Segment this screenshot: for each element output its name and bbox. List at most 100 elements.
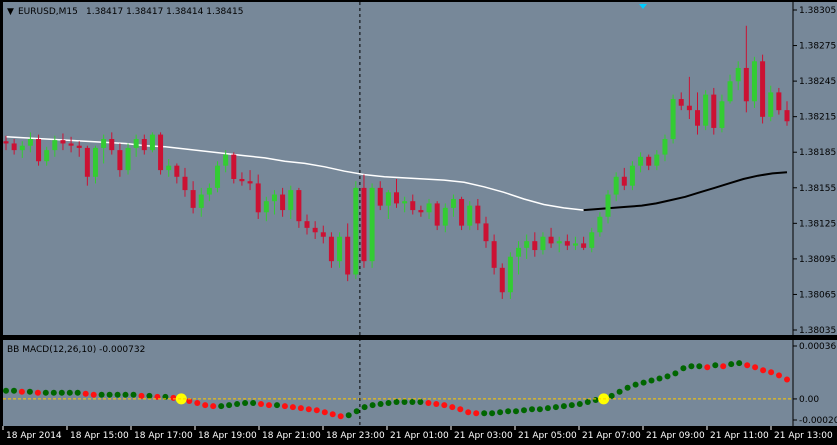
candle[interactable]: [198, 187, 204, 217]
candle[interactable]: [109, 132, 115, 155]
candle[interactable]: [540, 232, 546, 255]
indicator-panel[interactable]: [3, 340, 793, 426]
candle[interactable]: [141, 134, 147, 155]
candle[interactable]: [68, 136, 74, 153]
candle[interactable]: [296, 187, 302, 228]
candle[interactable]: [239, 172, 245, 186]
candle[interactable]: [776, 87, 782, 115]
candle[interactable]: [44, 146, 50, 166]
candle[interactable]: [133, 134, 139, 157]
candle[interactable]: [548, 227, 554, 248]
candle[interactable]: [597, 212, 603, 237]
candle[interactable]: [646, 154, 652, 171]
candle[interactable]: [76, 141, 82, 157]
candle[interactable]: [760, 54, 766, 124]
price-panel[interactable]: [3, 2, 793, 335]
candle[interactable]: [52, 135, 58, 157]
candle[interactable]: [450, 194, 456, 217]
candle[interactable]: [507, 252, 513, 299]
candle[interactable]: [532, 232, 538, 257]
candle[interactable]: [784, 101, 790, 126]
candle[interactable]: [719, 94, 725, 133]
candle[interactable]: [288, 185, 294, 219]
candle[interactable]: [174, 163, 180, 184]
candle[interactable]: [613, 172, 619, 202]
candle[interactable]: [101, 134, 107, 164]
candle[interactable]: [206, 183, 212, 202]
candle[interactable]: [182, 167, 188, 197]
candle[interactable]: [166, 159, 172, 177]
candle[interactable]: [247, 170, 253, 191]
candle[interactable]: [190, 181, 196, 214]
candle[interactable]: [735, 61, 741, 91]
candle[interactable]: [686, 76, 692, 120]
candle[interactable]: [231, 152, 237, 184]
candle[interactable]: [345, 223, 351, 282]
candle[interactable]: [377, 181, 383, 211]
candle[interactable]: [711, 87, 717, 135]
candle[interactable]: [581, 236, 587, 251]
candle[interactable]: [483, 216, 489, 248]
candle[interactable]: [670, 94, 676, 144]
candle[interactable]: [621, 167, 627, 191]
candle[interactable]: [589, 227, 595, 253]
candle[interactable]: [499, 263, 505, 299]
symbol-dropdown-icon[interactable]: ▼: [7, 7, 14, 17]
candle[interactable]: [556, 236, 562, 253]
candle[interactable]: [768, 85, 774, 122]
candle[interactable]: [678, 92, 684, 111]
candle[interactable]: [84, 145, 90, 186]
candle[interactable]: [638, 152, 644, 173]
candle[interactable]: [516, 241, 522, 275]
candle[interactable]: [426, 198, 432, 219]
candle[interactable]: [491, 234, 497, 275]
candle[interactable]: [280, 187, 286, 217]
candle[interactable]: [475, 198, 481, 231]
candle[interactable]: [605, 190, 611, 224]
candle[interactable]: [3, 135, 9, 151]
candle[interactable]: [92, 145, 98, 184]
candle[interactable]: [337, 232, 343, 268]
candle[interactable]: [255, 174, 261, 219]
candle[interactable]: [654, 150, 660, 171]
candle[interactable]: [361, 174, 367, 268]
candle[interactable]: [353, 181, 359, 279]
candle[interactable]: [158, 132, 164, 175]
candle[interactable]: [743, 25, 749, 113]
candle[interactable]: [263, 196, 269, 222]
candle[interactable]: [662, 134, 668, 162]
candle[interactable]: [751, 56, 757, 108]
candle[interactable]: [385, 190, 391, 219]
candle[interactable]: [60, 133, 66, 151]
candle[interactable]: [304, 214, 310, 235]
candle[interactable]: [271, 190, 277, 215]
candle[interactable]: [223, 150, 229, 173]
candle[interactable]: [402, 196, 408, 213]
candle[interactable]: [695, 92, 701, 135]
candle[interactable]: [27, 132, 33, 153]
candle[interactable]: [629, 161, 635, 191]
candle[interactable]: [459, 196, 465, 231]
candle[interactable]: [410, 194, 416, 215]
candle[interactable]: [215, 161, 221, 193]
candle[interactable]: [394, 178, 399, 208]
candle[interactable]: [117, 143, 123, 177]
candle[interactable]: [524, 234, 530, 259]
candle[interactable]: [328, 232, 334, 268]
candle[interactable]: [320, 225, 326, 244]
candle[interactable]: [727, 74, 733, 104]
candle[interactable]: [369, 183, 375, 268]
candle[interactable]: [442, 203, 448, 233]
candle[interactable]: [467, 201, 473, 231]
candle[interactable]: [418, 205, 424, 217]
candle[interactable]: [572, 236, 578, 251]
candle[interactable]: [703, 90, 709, 131]
candle[interactable]: [434, 201, 440, 231]
candle[interactable]: [36, 134, 42, 166]
candle[interactable]: [19, 141, 25, 158]
candle[interactable]: [149, 132, 155, 153]
candle[interactable]: [564, 234, 570, 251]
candle[interactable]: [312, 221, 318, 239]
candle[interactable]: [125, 143, 131, 175]
